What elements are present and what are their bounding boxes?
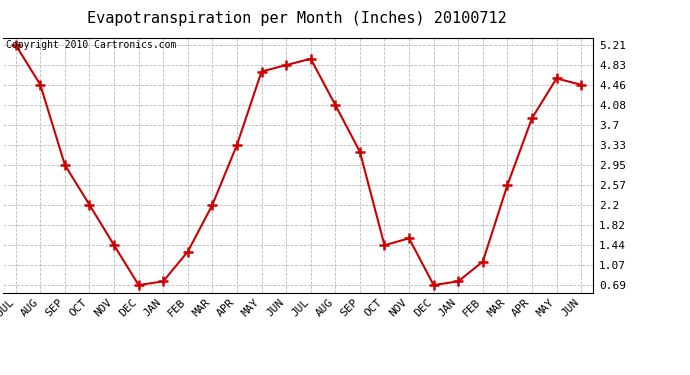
Text: Copyright 2010 Cartronics.com: Copyright 2010 Cartronics.com <box>6 40 177 50</box>
Text: Evapotranspiration per Month (Inches) 20100712: Evapotranspiration per Month (Inches) 20… <box>87 11 506 26</box>
